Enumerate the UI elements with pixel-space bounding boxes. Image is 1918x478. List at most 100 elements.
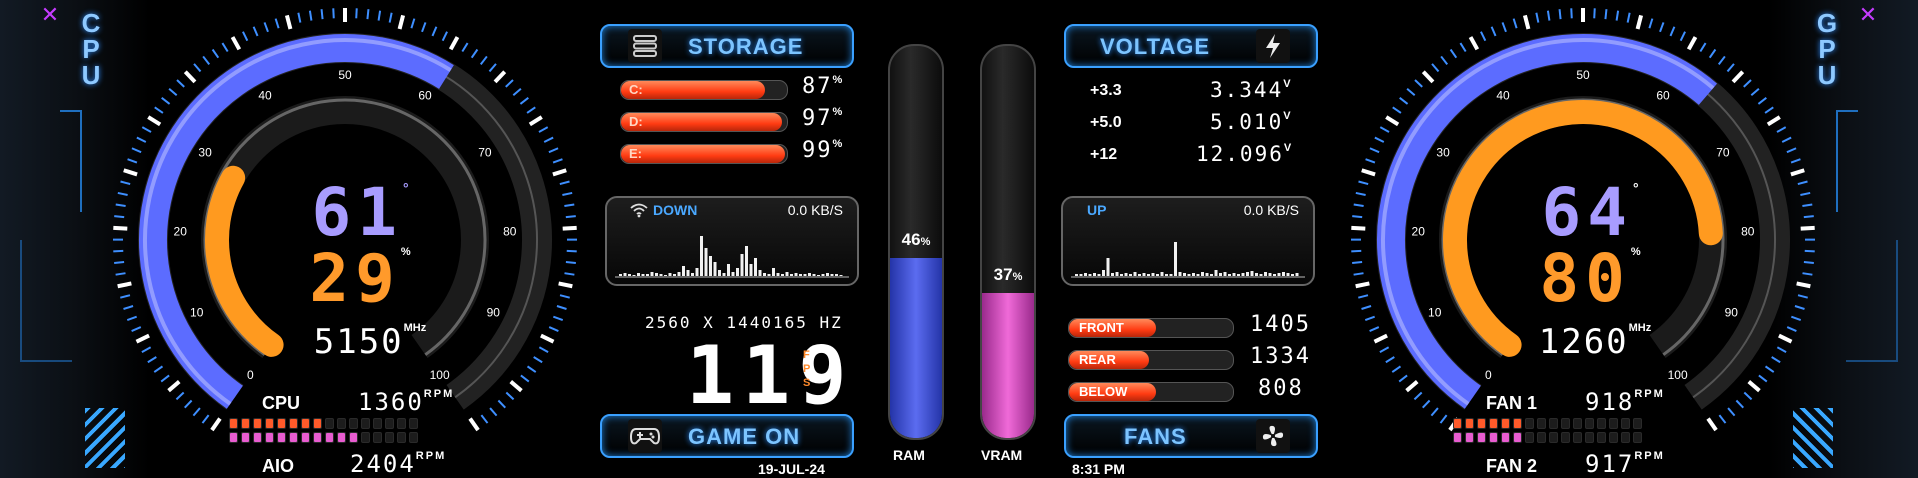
gauge-tick [1669, 26, 1676, 37]
gpu-clock-readout: 1260MHz [1520, 322, 1670, 362]
graph-bar [668, 273, 672, 276]
fans-header[interactable]: FANS [1064, 414, 1318, 458]
graph-bar [664, 275, 667, 276]
voltage-header[interactable]: VOLTAGE [1064, 24, 1318, 68]
graph-bar [1111, 273, 1114, 276]
led-segment [385, 432, 394, 443]
gauge-tick [167, 380, 181, 393]
gauge-tick [1797, 294, 1808, 299]
gauge-tick [1796, 281, 1811, 289]
gauge-tick [114, 261, 125, 265]
gauge-tick [154, 106, 164, 114]
graph-bar [794, 273, 798, 276]
graph-bar [1142, 273, 1146, 276]
gauge-tick [512, 87, 522, 96]
drive-percent: 87% [802, 74, 844, 99]
led-segment [1477, 432, 1486, 443]
gauge-tick [1790, 158, 1801, 164]
time-text: 8:31 PM [1072, 461, 1125, 477]
gauge-tick [202, 55, 211, 65]
graph-bar [763, 273, 766, 276]
gauge-scale-label: 50 [338, 68, 352, 82]
gauge-tick [461, 42, 469, 53]
gauge-tick [1717, 55, 1726, 65]
gauge-tick [1355, 281, 1370, 289]
close-icon[interactable]: ✕ [40, 3, 60, 28]
gpu-fan2-rpm: 917RPM [1585, 450, 1665, 478]
ram-tube: 46% [888, 44, 944, 440]
led-segment [1573, 432, 1582, 443]
close-icon[interactable]: ✕ [1858, 3, 1878, 28]
led-segment [1453, 432, 1462, 443]
fan-bar-rear: REAR [1068, 350, 1234, 370]
gauge-tick [131, 326, 142, 332]
cpu-temp-readout: 61° [300, 180, 420, 246]
led-segment [253, 418, 262, 429]
graph-bar [790, 274, 793, 276]
gauge-tick [1706, 417, 1718, 432]
graph-bar [1124, 273, 1128, 276]
storage-header[interactable]: STORAGE [600, 24, 854, 68]
led-segment [1609, 432, 1618, 443]
led-segment [265, 418, 274, 429]
led-segment [1561, 418, 1570, 429]
gpu-fan2-label: FAN 2 [1486, 456, 1538, 476]
graph-bar [704, 248, 708, 276]
graph-bar [1237, 274, 1240, 276]
gauge-tick [497, 399, 507, 409]
gauge-tick [1604, 9, 1608, 20]
left-side-frame: ✕ CPU [0, 0, 150, 478]
drive-bar-d: D: [620, 112, 788, 132]
gauge-tick [1743, 79, 1752, 88]
storage-title: STORAGE [688, 34, 804, 59]
graph-bar [659, 274, 663, 276]
graph-bar [1210, 274, 1213, 276]
graph-bar [1138, 274, 1141, 276]
gauge-tick [1802, 203, 1813, 208]
gpu-fan1-rpm-value: 918 [1585, 388, 1635, 416]
drive-percent-value: 97 [802, 106, 833, 131]
graph-bar [808, 273, 811, 276]
gauge-tick [377, 10, 382, 21]
graph-bar [1178, 272, 1182, 276]
voltage-rail-value: 5.010V [1210, 110, 1293, 134]
graph-bar [1241, 273, 1245, 276]
gauge-tick [1352, 261, 1363, 265]
gauge-tick [1797, 180, 1808, 186]
voltage-rail-unit: V [1283, 142, 1294, 154]
gauge-tick [493, 70, 507, 84]
led-segment [1513, 432, 1522, 443]
drive-bar-e: E: [620, 144, 788, 164]
gauge-tick [1351, 225, 1366, 231]
game-mode-header[interactable]: GAME ON [600, 414, 854, 458]
gauge-tick [1430, 407, 1439, 417]
drive-label: D: [629, 114, 643, 129]
gauge-temp-highlight [143, 38, 452, 406]
cpu-led-meter [229, 418, 418, 443]
gauge-tick [1743, 391, 1753, 401]
gauge-tick [1764, 365, 1775, 373]
gauge-tick [1361, 168, 1376, 177]
led-segment [1465, 432, 1474, 443]
gauge-tick [193, 63, 202, 73]
graph-bar [839, 275, 843, 276]
gauge-tick [1635, 14, 1644, 30]
cpu-clock-unit: MHz [403, 322, 427, 334]
led-segment [1633, 418, 1642, 429]
gauge-tick [230, 36, 242, 51]
gauge-tick [1352, 215, 1363, 219]
gauge-tick [1786, 147, 1797, 154]
led-segment [385, 418, 394, 429]
graph-bar [1120, 274, 1123, 276]
cpu-temp-value: 61 [311, 174, 403, 251]
gauge-tick [1747, 380, 1761, 393]
gauge-temp-arc [1377, 34, 1718, 409]
gauge-scale-label: 60 [1656, 89, 1670, 103]
led-segment [289, 418, 298, 429]
graph-bar [1259, 274, 1263, 276]
graph-bar [1079, 274, 1083, 276]
fan-icon [1256, 419, 1290, 453]
gauge-tick [113, 225, 128, 231]
ram-fill [890, 257, 942, 438]
fan-name: REAR [1079, 352, 1116, 367]
